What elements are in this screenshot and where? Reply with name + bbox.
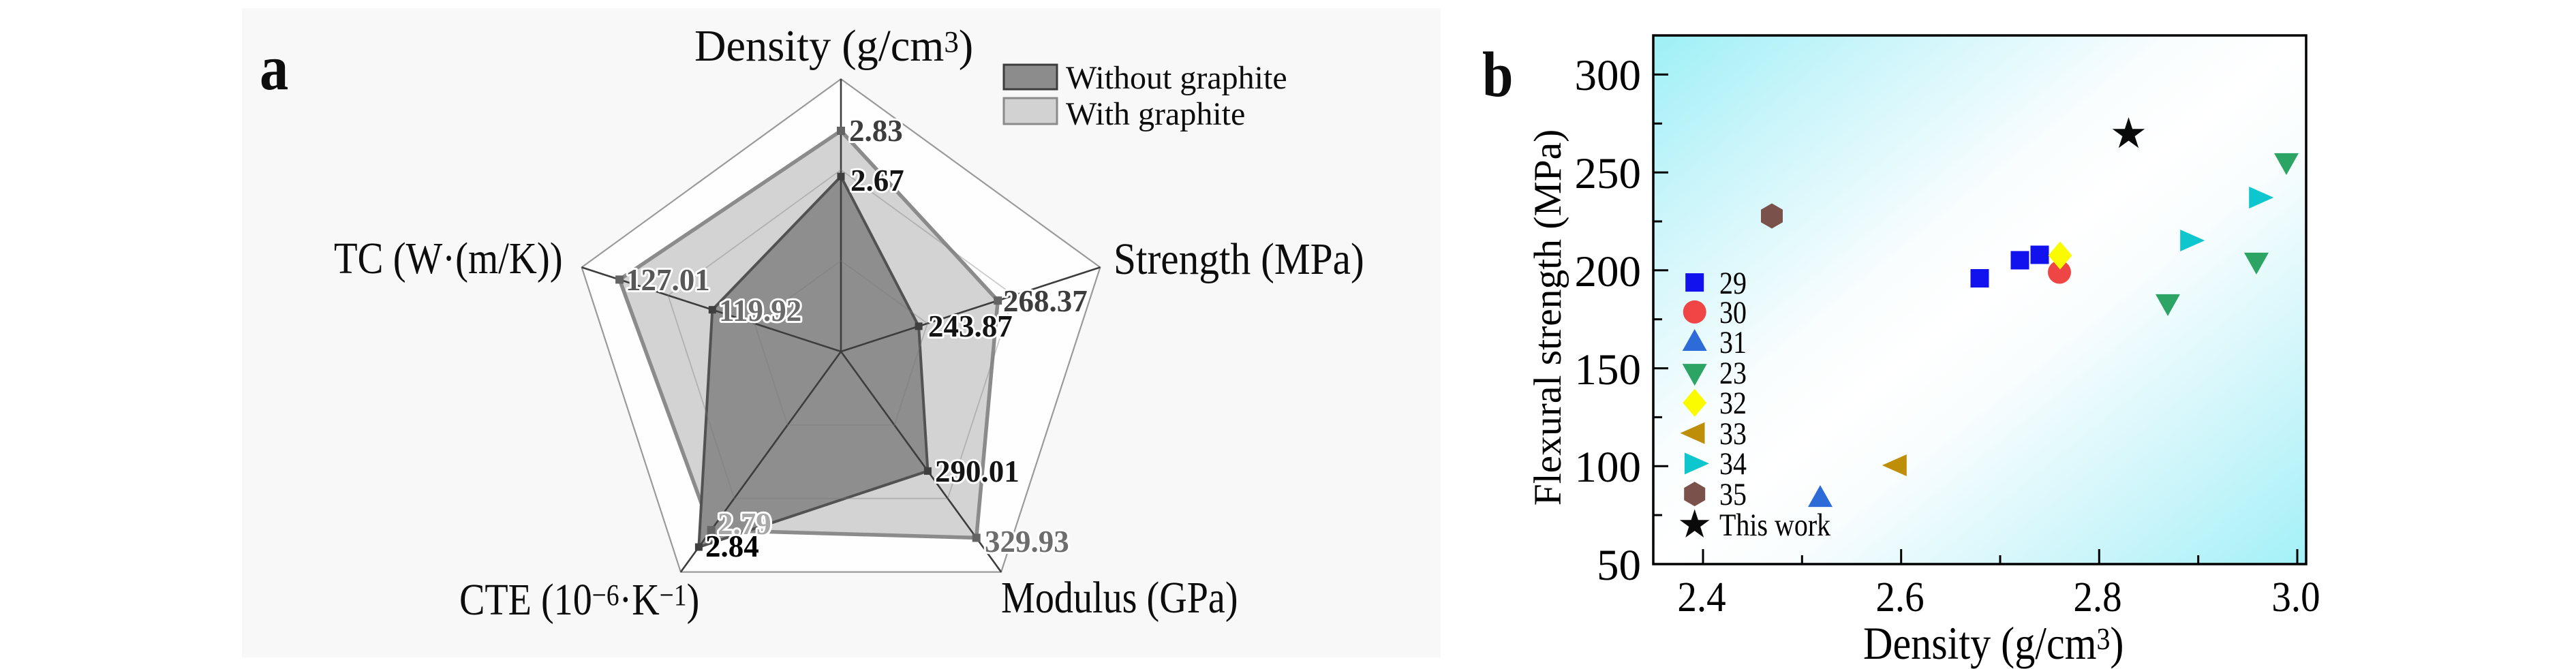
svg-text:119.92: 119.92	[719, 294, 801, 328]
svg-text:2.4: 2.4	[1677, 574, 1726, 621]
svg-text:33: 33	[1719, 416, 1747, 452]
svg-text:35: 35	[1719, 477, 1747, 512]
svg-text:2.79: 2.79	[718, 507, 771, 541]
svg-text:With graphite: With graphite	[1066, 96, 1245, 132]
svg-text:30: 30	[1719, 295, 1747, 330]
svg-text:3.0: 3.0	[2271, 574, 2320, 621]
svg-text:290.01: 290.01	[935, 454, 1019, 488]
svg-text:127.01: 127.01	[626, 263, 710, 297]
svg-text:This work: This work	[1719, 508, 1830, 543]
svg-text:250: 250	[1575, 149, 1642, 198]
svg-text:Without graphite: Without graphite	[1066, 60, 1287, 96]
svg-text:100: 100	[1575, 443, 1642, 492]
svg-text:TC (W·(m/K)): TC (W·(m/K))	[334, 234, 563, 283]
svg-text:CTE (10−6·K−1): CTE (10−6·K−1)	[459, 575, 699, 625]
svg-text:Density (g/cm3): Density (g/cm3)	[694, 21, 973, 71]
svg-text:34: 34	[1719, 446, 1747, 482]
svg-text:29: 29	[1719, 266, 1747, 301]
svg-text:Modulus (GPa): Modulus (GPa)	[1001, 573, 1238, 623]
svg-text:300: 300	[1575, 51, 1642, 100]
svg-text:50: 50	[1597, 541, 1641, 590]
svg-text:a: a	[260, 33, 288, 104]
svg-text:Density (g/cm3): Density (g/cm3)	[1863, 618, 2123, 669]
svg-text:Flexural strength (MPa): Flexural strength (MPa)	[1527, 129, 1569, 506]
svg-text:243.87: 243.87	[928, 309, 1013, 343]
svg-text:2.84: 2.84	[705, 529, 759, 563]
svg-text:200: 200	[1575, 247, 1642, 296]
svg-text:b: b	[1482, 40, 1513, 111]
svg-text:32: 32	[1719, 386, 1747, 421]
svg-text:329.93: 329.93	[985, 525, 1069, 559]
svg-text:2.83: 2.83	[849, 114, 903, 148]
svg-text:23: 23	[1719, 356, 1747, 391]
svg-text:Strength (MPa): Strength (MPa)	[1114, 234, 1364, 284]
svg-text:31: 31	[1719, 325, 1747, 360]
svg-text:2.8: 2.8	[2073, 574, 2121, 621]
svg-text:150: 150	[1575, 345, 1642, 394]
svg-text:268.37: 268.37	[1003, 284, 1088, 318]
svg-text:2.6: 2.6	[1875, 574, 1924, 621]
svg-text:2.67: 2.67	[850, 164, 904, 198]
